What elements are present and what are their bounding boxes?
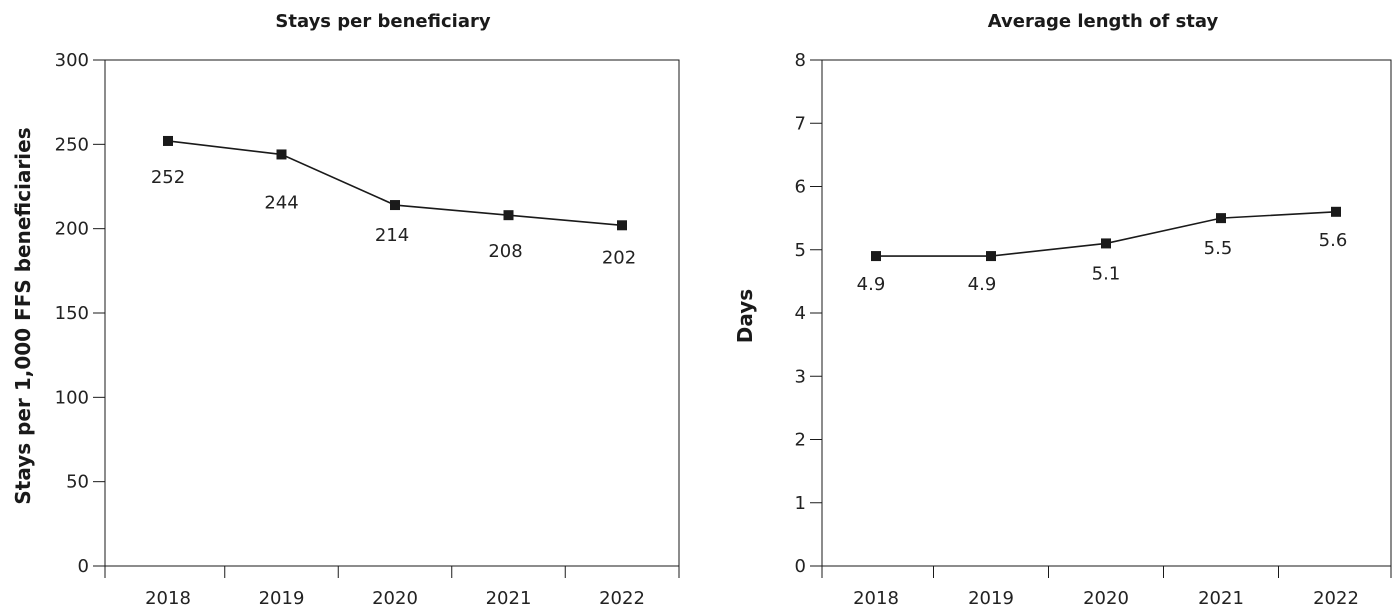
series-group: 252 244 214 208 202 (151, 135, 636, 268)
data-label: 202 (602, 247, 636, 268)
y-tick-label: 300 (55, 50, 89, 71)
y-axis-label: Stays per 1,000 FFS beneficiaries (11, 127, 35, 504)
data-label: 252 (151, 167, 185, 188)
x-tick-label: 2020 (1083, 588, 1129, 609)
series-line (876, 211, 1337, 257)
y-tick-label: 150 (55, 303, 89, 324)
x-tick-label: 2019 (968, 588, 1014, 609)
y-tick-label: 1 (795, 493, 806, 514)
data-point-marker (503, 210, 514, 221)
data-point-marker (163, 135, 173, 146)
chart-title: Stays per beneficiary (275, 11, 490, 32)
y-tick-label: 2 (795, 430, 806, 451)
y-tick-label: 4 (795, 303, 806, 324)
data-label: 244 (264, 192, 298, 213)
series-group: 4.9 4.9 5.1 5.5 5.6 (857, 206, 1348, 295)
data-label: 214 (375, 225, 409, 246)
y-tick-label: 3 (795, 366, 806, 387)
y-axis: 0 1 2 3 4 5 6 7 8 (795, 50, 822, 577)
x-tick-label: 2020 (372, 588, 418, 609)
y-tick-label: 6 (795, 177, 806, 198)
data-point-marker (1331, 206, 1341, 217)
plot-frame (104, 59, 680, 567)
y-tick-label: 7 (795, 113, 806, 134)
data-label: 4.9 (968, 274, 997, 295)
data-point-marker (1101, 238, 1111, 249)
data-label: 5.6 (1319, 230, 1348, 251)
data-point-marker (617, 220, 627, 231)
data-point-marker (986, 251, 996, 262)
x-axis: 2018 2019 2020 2021 2022 (104, 566, 680, 609)
data-point-marker (276, 149, 287, 160)
data-point-marker (871, 251, 881, 262)
y-tick-label: 0 (78, 556, 89, 577)
x-tick-label: 2022 (1313, 588, 1359, 609)
x-tick-label: 2022 (599, 588, 645, 609)
y-tick-label: 250 (55, 134, 89, 155)
chart-title: Average length of stay (988, 11, 1219, 32)
data-label: 5.5 (1204, 238, 1233, 259)
y-axis: 0 50 100 150 200 250 300 (55, 50, 105, 577)
x-tick-label: 2021 (486, 588, 532, 609)
y-axis-label: Days (733, 289, 757, 343)
data-label: 5.1 (1092, 263, 1121, 284)
y-tick-label: 50 (66, 472, 89, 493)
x-tick-label: 2018 (145, 588, 191, 609)
x-axis: 2018 2019 2020 2021 2022 (821, 566, 1392, 609)
data-label: 4.9 (857, 274, 886, 295)
y-tick-label: 0 (795, 556, 806, 577)
series-line (167, 140, 623, 227)
data-point-marker (390, 200, 400, 211)
y-tick-label: 100 (55, 387, 89, 408)
x-tick-label: 2018 (853, 588, 899, 609)
data-label: 208 (488, 241, 522, 262)
x-tick-label: 2021 (1198, 588, 1244, 609)
y-tick-label: 5 (795, 240, 806, 261)
chart-stays-per-beneficiary: Stays per beneficiary Stays per 1,000 FF… (11, 11, 680, 609)
plot-frame (821, 59, 1392, 567)
y-tick-label: 8 (795, 50, 806, 71)
chart-average-length-of-stay: Average length of stay Days 0 1 2 3 4 5 6 7 8 20… (733, 11, 1392, 609)
y-tick-label: 200 (55, 219, 89, 240)
data-point-marker (1216, 213, 1226, 224)
x-tick-label: 2019 (259, 588, 305, 609)
